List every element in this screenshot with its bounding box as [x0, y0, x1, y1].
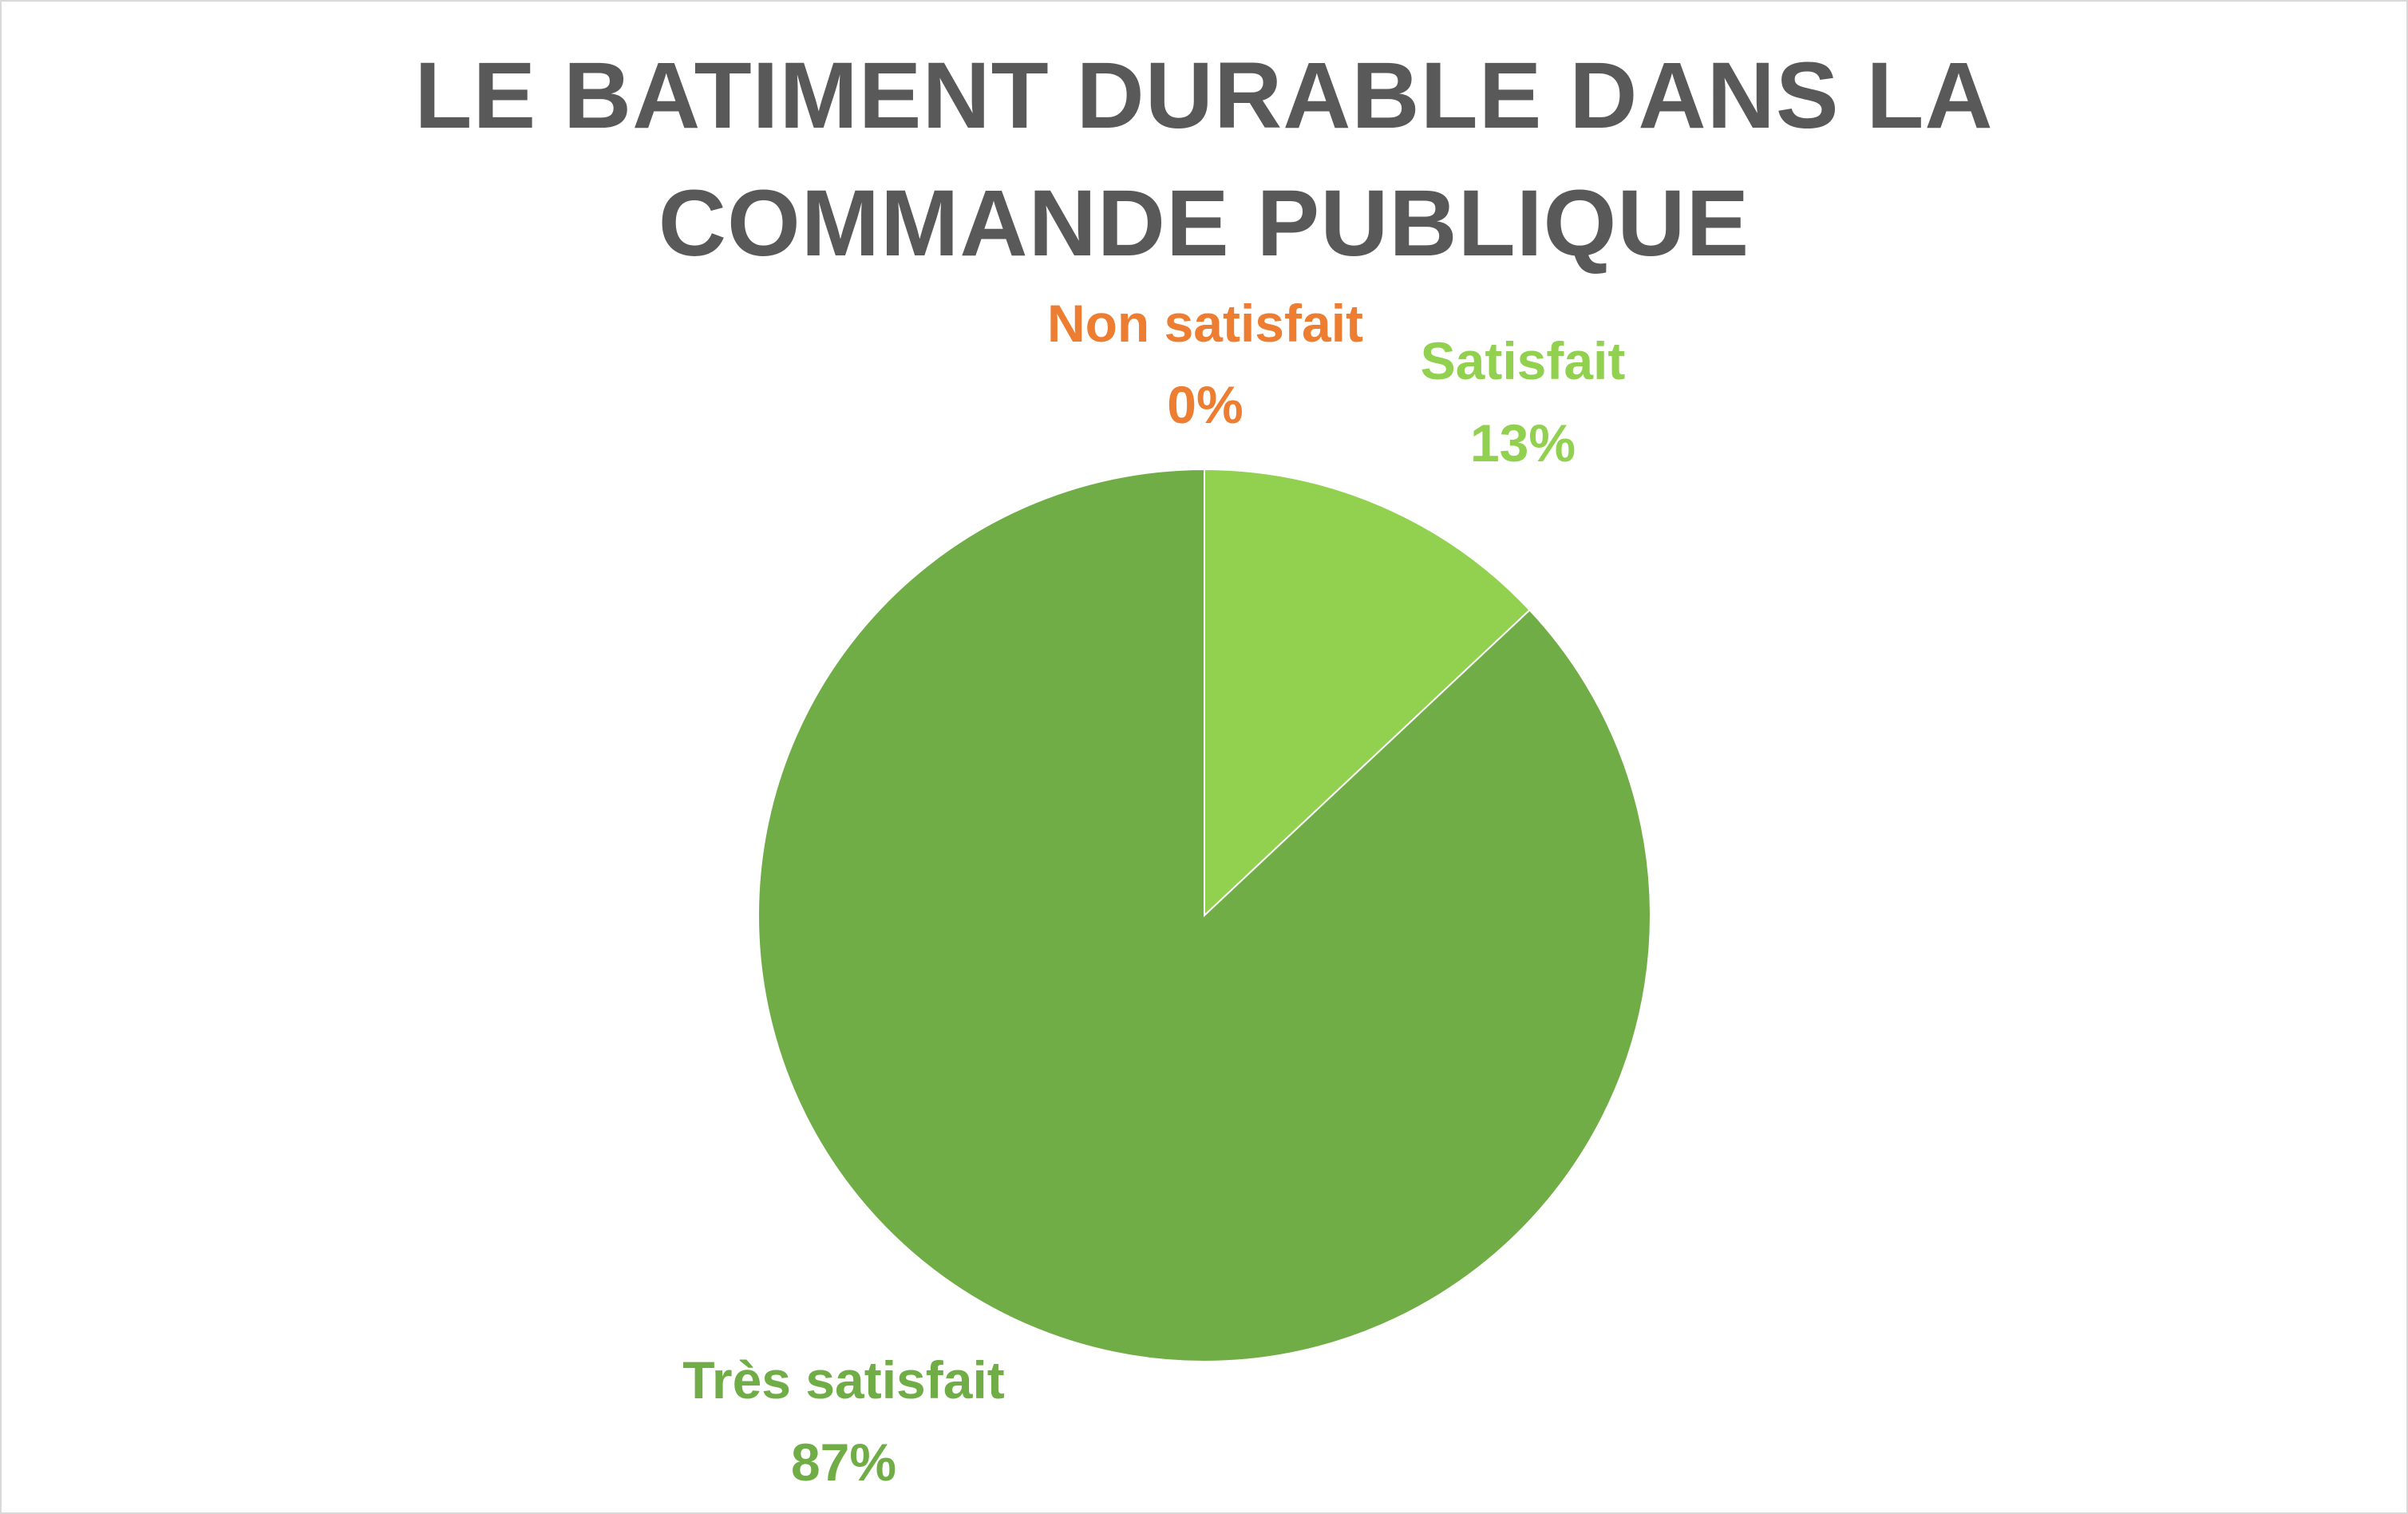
label-tres-satisfait-value: 87% [791, 1433, 896, 1492]
label-non-satisfait-name: Non satisfait [1047, 294, 1363, 353]
label-satisfait-name: Satisfait [1421, 331, 1626, 390]
label-non-satisfait-value: 0% [1167, 375, 1243, 434]
chart-title: LE BATIMENT DURABLE DANS LA COMMANDE PUB… [0, 32, 2408, 287]
slice-tres-satisfait [757, 468, 1651, 1362]
chart-title-line-2: COMMANDE PUBLIQUE [658, 171, 1750, 276]
label-tres-satisfait-name: Très satisfait [682, 1350, 1005, 1409]
chart-title-line-1: LE BATIMENT DURABLE DANS LA [414, 43, 1994, 148]
pie-slices [757, 468, 1651, 1362]
label-satisfait-value: 13% [1470, 413, 1576, 472]
slice-satisfait [1204, 468, 1531, 918]
